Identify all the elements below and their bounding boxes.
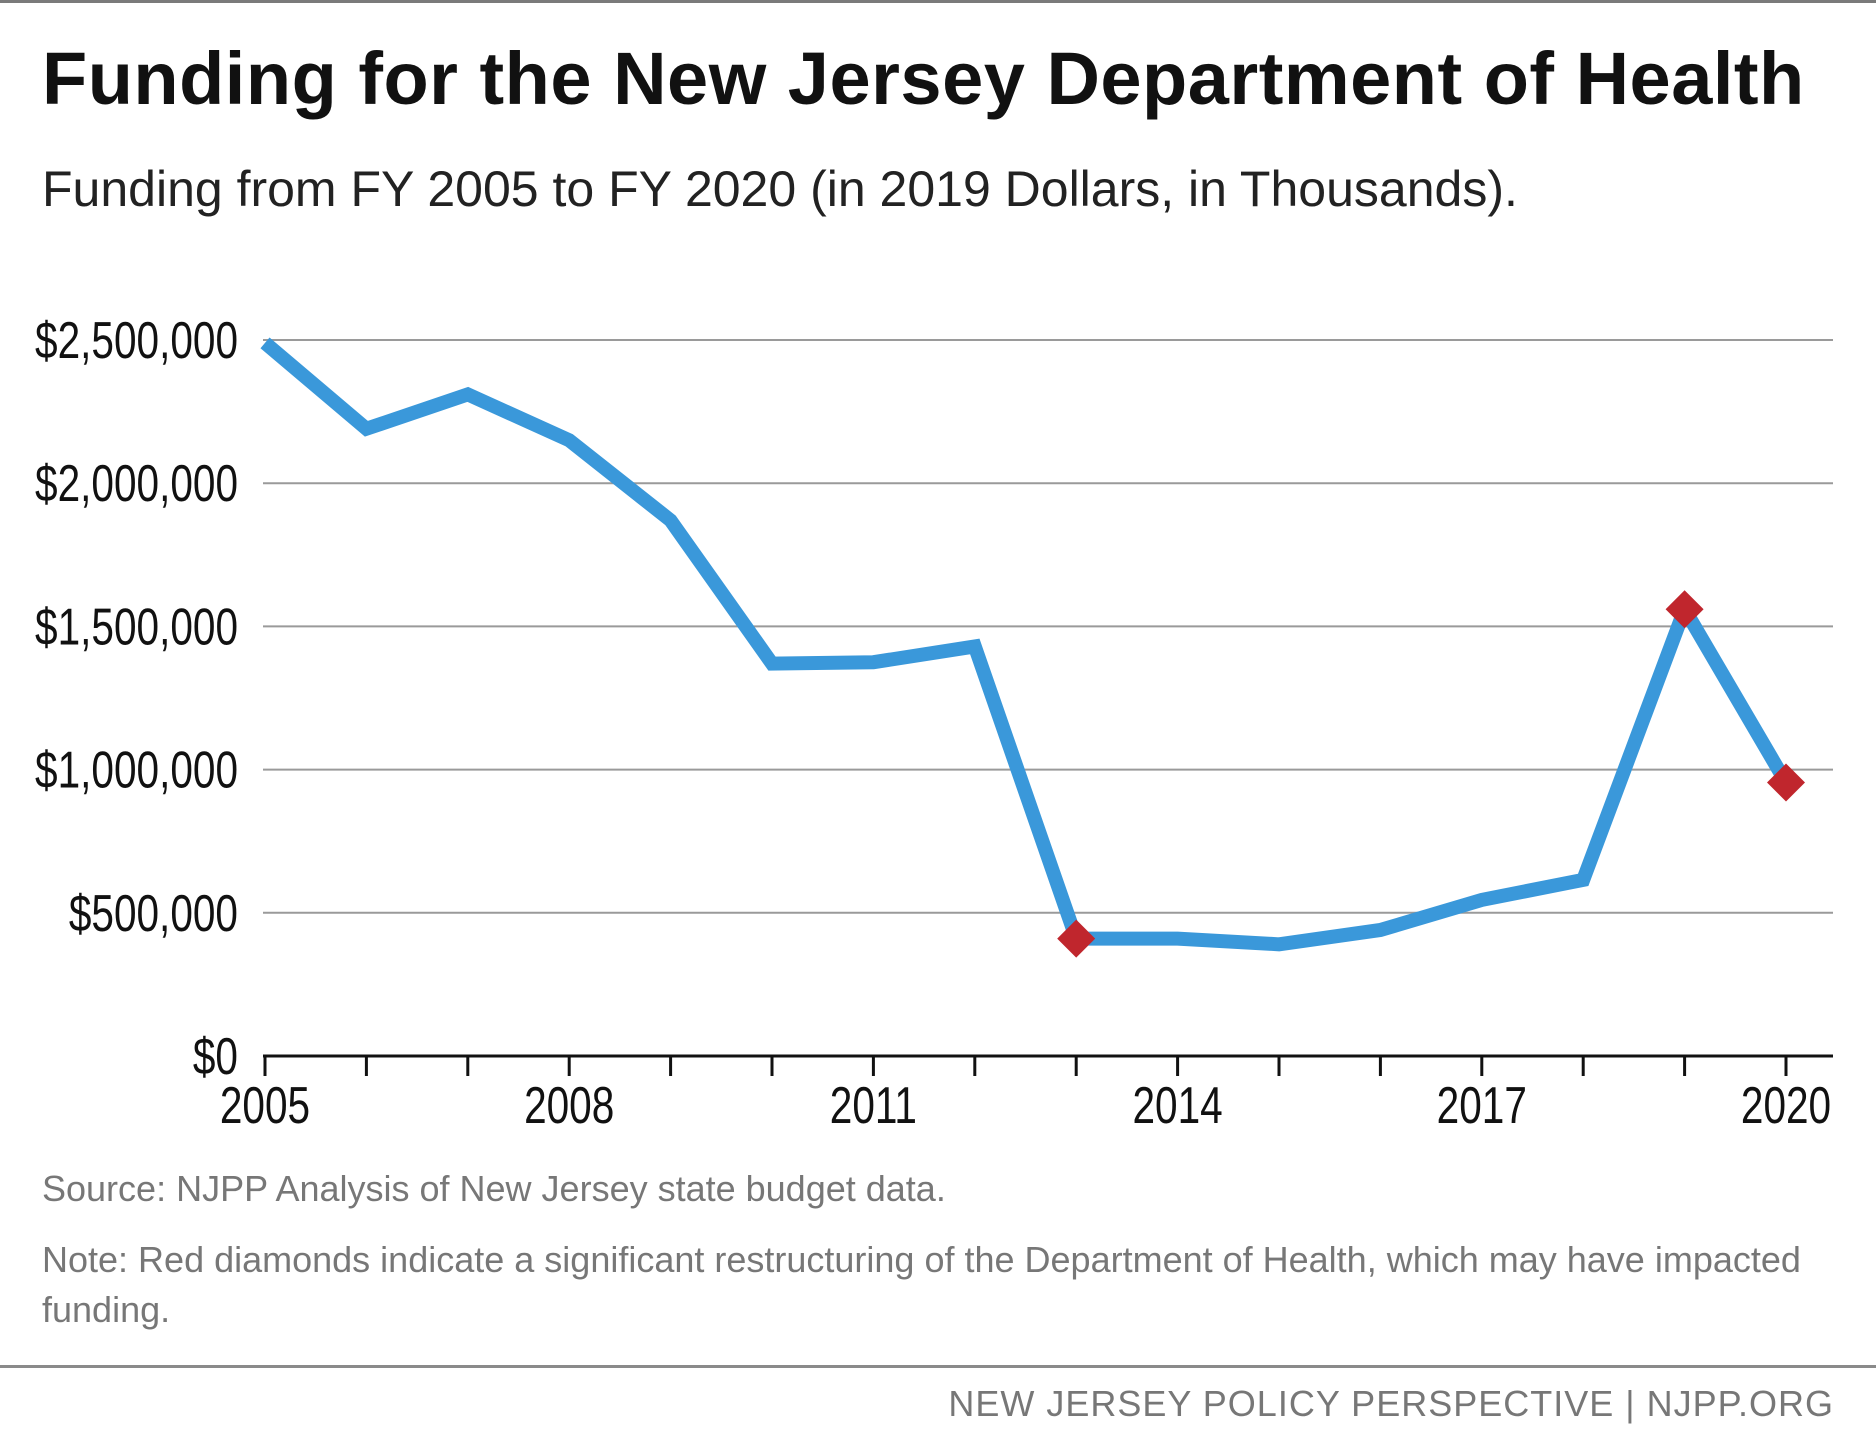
gridlines [263, 339, 1833, 914]
x-tick-label: 2005 [220, 1076, 310, 1134]
y-tick-label: $1,000,000 [35, 741, 238, 799]
y-tick-label: $500,000 [69, 884, 238, 942]
bottom-rule [0, 1365, 1876, 1368]
series-line-group [260, 337, 1793, 952]
restructuring-diamond-marker [1665, 590, 1704, 629]
y-tick-label: $2,000,000 [35, 454, 238, 512]
chart-subtitle: Funding from FY 2005 to FY 2020 (in 2019… [42, 161, 1518, 217]
restructuring-diamond-marker [1057, 919, 1096, 958]
restructuring-diamond-marker [1767, 763, 1805, 802]
series-line [260, 337, 1793, 952]
chart-title: Funding for the New Jersey Department of… [42, 37, 1805, 120]
x-tick-label: 2014 [1132, 1076, 1222, 1134]
highlight-markers [1057, 590, 1805, 958]
y-tick-label: $0 [193, 1027, 238, 1085]
x-tick-label: 2020 [1741, 1076, 1831, 1134]
x-axis: 2005 2008 2011 2014 2017 2020 [220, 1054, 1833, 1134]
x-tick-label: 2008 [524, 1076, 614, 1134]
top-rule [0, 0, 1876, 3]
source-note: Source: NJPP Analysis of New Jersey stat… [42, 1168, 946, 1209]
footer-credit: NEW JERSEY POLICY PERSPECTIVE | NJPP.ORG [948, 1383, 1834, 1424]
footnote: Note: Red diamonds indicate a significan… [42, 1239, 1801, 1330]
x-tick-label: 2011 [830, 1076, 917, 1134]
x-tick-label: 2017 [1437, 1076, 1527, 1134]
y-axis-tick-labels: $0 $500,000 $1,000,000 $1,500,000 $2,000,000… [35, 311, 238, 1085]
y-tick-label: $1,500,000 [35, 598, 238, 656]
y-tick-label: $2,500,000 [35, 311, 238, 369]
